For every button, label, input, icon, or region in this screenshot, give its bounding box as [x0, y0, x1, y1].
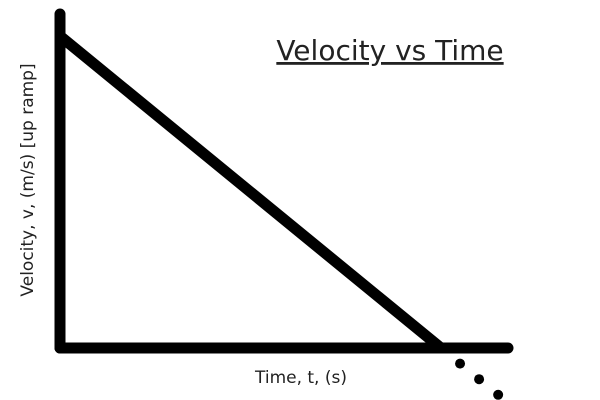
continuation-point-2	[474, 374, 485, 385]
continuation-point-1	[455, 358, 466, 369]
continuation-points-layer	[455, 358, 504, 400]
series-layer	[54, 30, 447, 354]
x-axis-label: Time, t, (s)	[254, 368, 347, 388]
velocity-line	[54, 30, 447, 354]
chart-title: Velocity vs Time	[276, 34, 503, 67]
y-axis-label: Velocity, v, (m/s) [up ramp]	[18, 63, 38, 296]
continuation-point-3	[493, 389, 504, 400]
